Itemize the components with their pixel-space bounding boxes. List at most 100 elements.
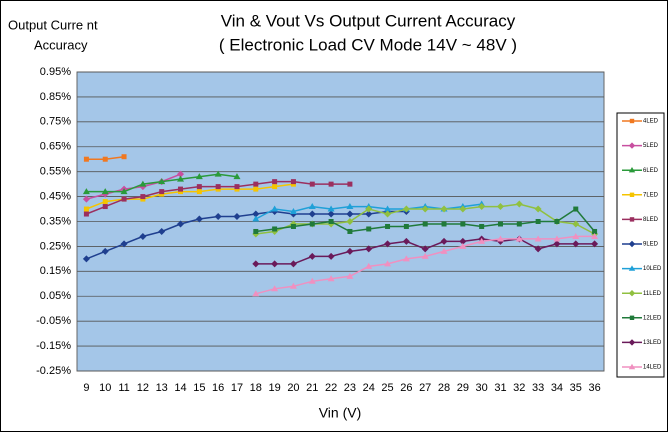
x-tick-label: 19 bbox=[269, 382, 281, 394]
y-tick-label: -0.25% bbox=[36, 365, 71, 377]
marker bbox=[459, 242, 467, 249]
marker bbox=[346, 218, 354, 225]
marker bbox=[385, 223, 391, 229]
marker bbox=[272, 179, 278, 185]
marker bbox=[309, 221, 315, 227]
marker bbox=[422, 221, 428, 227]
x-tick-label: 36 bbox=[588, 382, 600, 394]
marker bbox=[196, 189, 202, 195]
marker bbox=[628, 265, 636, 271]
marker bbox=[328, 181, 334, 187]
marker bbox=[308, 252, 316, 260]
marker bbox=[82, 255, 90, 263]
marker bbox=[591, 232, 599, 239]
marker bbox=[140, 194, 146, 200]
marker bbox=[535, 219, 541, 224]
marker bbox=[629, 118, 635, 124]
y-tick-label: 0.45% bbox=[40, 190, 71, 202]
marker bbox=[365, 205, 373, 213]
marker bbox=[83, 211, 89, 217]
y-axis-label: Accuracy bbox=[34, 37, 88, 52]
marker bbox=[195, 215, 203, 223]
chart-subtitle: ( Electronic Load CV Mode 14V ~ 48V ) bbox=[219, 35, 517, 54]
marker bbox=[233, 173, 241, 180]
marker bbox=[102, 199, 108, 205]
marker bbox=[308, 203, 316, 210]
marker bbox=[347, 181, 353, 187]
y-tick-label: 0.85% bbox=[40, 91, 71, 103]
legend-label: 4LED bbox=[643, 119, 659, 125]
marker bbox=[628, 167, 636, 173]
marker bbox=[121, 154, 127, 160]
marker bbox=[534, 205, 542, 213]
x-tick-label: 13 bbox=[156, 382, 168, 394]
marker bbox=[309, 181, 315, 187]
marker bbox=[253, 228, 259, 234]
legend-label: 10LED bbox=[643, 266, 662, 272]
marker bbox=[554, 219, 560, 224]
marker bbox=[365, 262, 373, 269]
legend-label: 13LED bbox=[643, 340, 662, 346]
x-tick-label: 31 bbox=[494, 382, 506, 394]
marker bbox=[402, 237, 410, 245]
marker bbox=[629, 217, 635, 222]
marker bbox=[272, 184, 278, 190]
marker bbox=[628, 290, 636, 297]
marker bbox=[553, 235, 561, 242]
chart-title: Vin & Vout Vs Output Current Accuracy bbox=[221, 11, 516, 30]
marker bbox=[121, 196, 127, 202]
y-tick-label: -0.05% bbox=[36, 315, 71, 327]
marker bbox=[346, 210, 354, 218]
marker bbox=[421, 252, 429, 259]
marker bbox=[327, 252, 335, 260]
x-tick-label: 34 bbox=[551, 382, 563, 394]
x-tick-label: 24 bbox=[363, 382, 375, 394]
legend-label: 7LED bbox=[643, 192, 659, 198]
marker bbox=[629, 315, 635, 320]
legend-label: 12LED bbox=[643, 315, 662, 321]
x-tick-label: 33 bbox=[532, 382, 544, 394]
marker bbox=[102, 204, 108, 210]
marker bbox=[516, 221, 522, 227]
marker bbox=[83, 206, 89, 212]
marker bbox=[347, 228, 353, 234]
marker bbox=[289, 260, 297, 268]
x-axis-label: Vin (V) bbox=[319, 405, 362, 421]
marker bbox=[159, 189, 165, 195]
marker bbox=[346, 272, 354, 279]
marker bbox=[440, 205, 448, 213]
legend-label: 9LED bbox=[643, 242, 659, 248]
x-tick-label: 15 bbox=[193, 382, 205, 394]
marker bbox=[384, 240, 392, 248]
marker bbox=[327, 210, 335, 218]
marker bbox=[365, 210, 373, 218]
y-tick-label: 0.65% bbox=[40, 141, 71, 153]
marker bbox=[572, 240, 580, 248]
marker bbox=[252, 215, 260, 222]
marker bbox=[253, 181, 259, 187]
x-tick-label: 32 bbox=[513, 382, 525, 394]
marker bbox=[308, 277, 316, 284]
marker bbox=[479, 223, 485, 229]
marker bbox=[402, 255, 410, 262]
marker bbox=[252, 210, 260, 218]
marker bbox=[384, 205, 392, 212]
marker bbox=[496, 235, 504, 242]
marker bbox=[629, 192, 635, 197]
x-tick-label: 23 bbox=[344, 382, 356, 394]
x-tick-label: 14 bbox=[174, 382, 186, 394]
marker bbox=[591, 240, 599, 248]
marker bbox=[177, 175, 185, 182]
marker bbox=[101, 188, 109, 195]
marker bbox=[271, 285, 279, 292]
x-tick-label: 16 bbox=[212, 382, 224, 394]
marker bbox=[139, 232, 147, 240]
marker bbox=[497, 221, 503, 227]
marker bbox=[459, 205, 467, 213]
x-tick-label: 21 bbox=[306, 382, 318, 394]
marker bbox=[515, 235, 523, 242]
y-tick-label: 0.25% bbox=[40, 240, 71, 252]
marker bbox=[496, 203, 504, 211]
marker bbox=[308, 210, 316, 218]
